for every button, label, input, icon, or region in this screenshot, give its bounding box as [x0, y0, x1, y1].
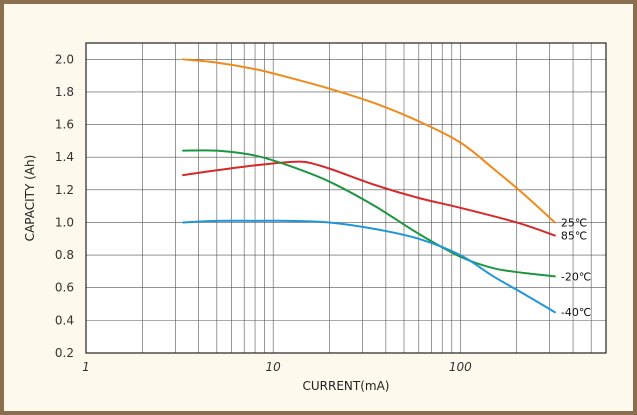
- x-tick-label: 1: [82, 360, 90, 374]
- chart-frame: 0.2 0.4 0.6 0.8 1.0 1.2 1.4 1.6 1.8 2.0 1 10 100 25℃…: [4, 4, 633, 411]
- capacity-vs-current-chart: 0.2 0.4 0.6 0.8 1.0 1.2 1.4 1.6 1.8 2.0 1 10 100 25℃…: [23, 42, 607, 393]
- y-tick-label: 1.6: [55, 118, 74, 132]
- series-group: [182, 58, 556, 314]
- y-tick-label: 0.2: [55, 346, 74, 360]
- series-label-2: -20℃: [561, 270, 591, 283]
- y-tick-label: 0.4: [55, 313, 74, 327]
- y-tick-label: 1.2: [55, 183, 74, 197]
- x-tick-label: 10: [266, 360, 282, 374]
- series-line-3: [182, 219, 556, 314]
- y-tick-label: 1.4: [55, 150, 74, 164]
- x-tick-label: 100: [449, 360, 472, 374]
- series-line-2: [182, 149, 556, 278]
- plot-border: [85, 42, 607, 354]
- series-line-1: [182, 160, 556, 237]
- series-line-0: [182, 58, 556, 224]
- series-labels: 25℃85℃ -20℃ -40℃: [561, 216, 591, 319]
- series-label-1: 85℃: [561, 230, 587, 243]
- y-tick-label: 0.6: [55, 281, 74, 295]
- series-label-3: -40℃: [561, 306, 591, 319]
- y-axis-label: CAPACITY (Ah): [23, 155, 37, 242]
- y-tick-label: 2.0: [55, 52, 74, 66]
- tick-labels: 0.2 0.4 0.6 0.8 1.0 1.2 1.4 1.6 1.8 2.0 1 10 100: [55, 52, 472, 374]
- y-tick-label: 1.0: [55, 215, 74, 229]
- y-tick-label: 1.8: [55, 85, 74, 99]
- x-axis-label: CURRENT(mA): [303, 379, 390, 393]
- series-label-0: 25℃: [561, 216, 587, 229]
- y-tick-label: 0.8: [55, 248, 74, 262]
